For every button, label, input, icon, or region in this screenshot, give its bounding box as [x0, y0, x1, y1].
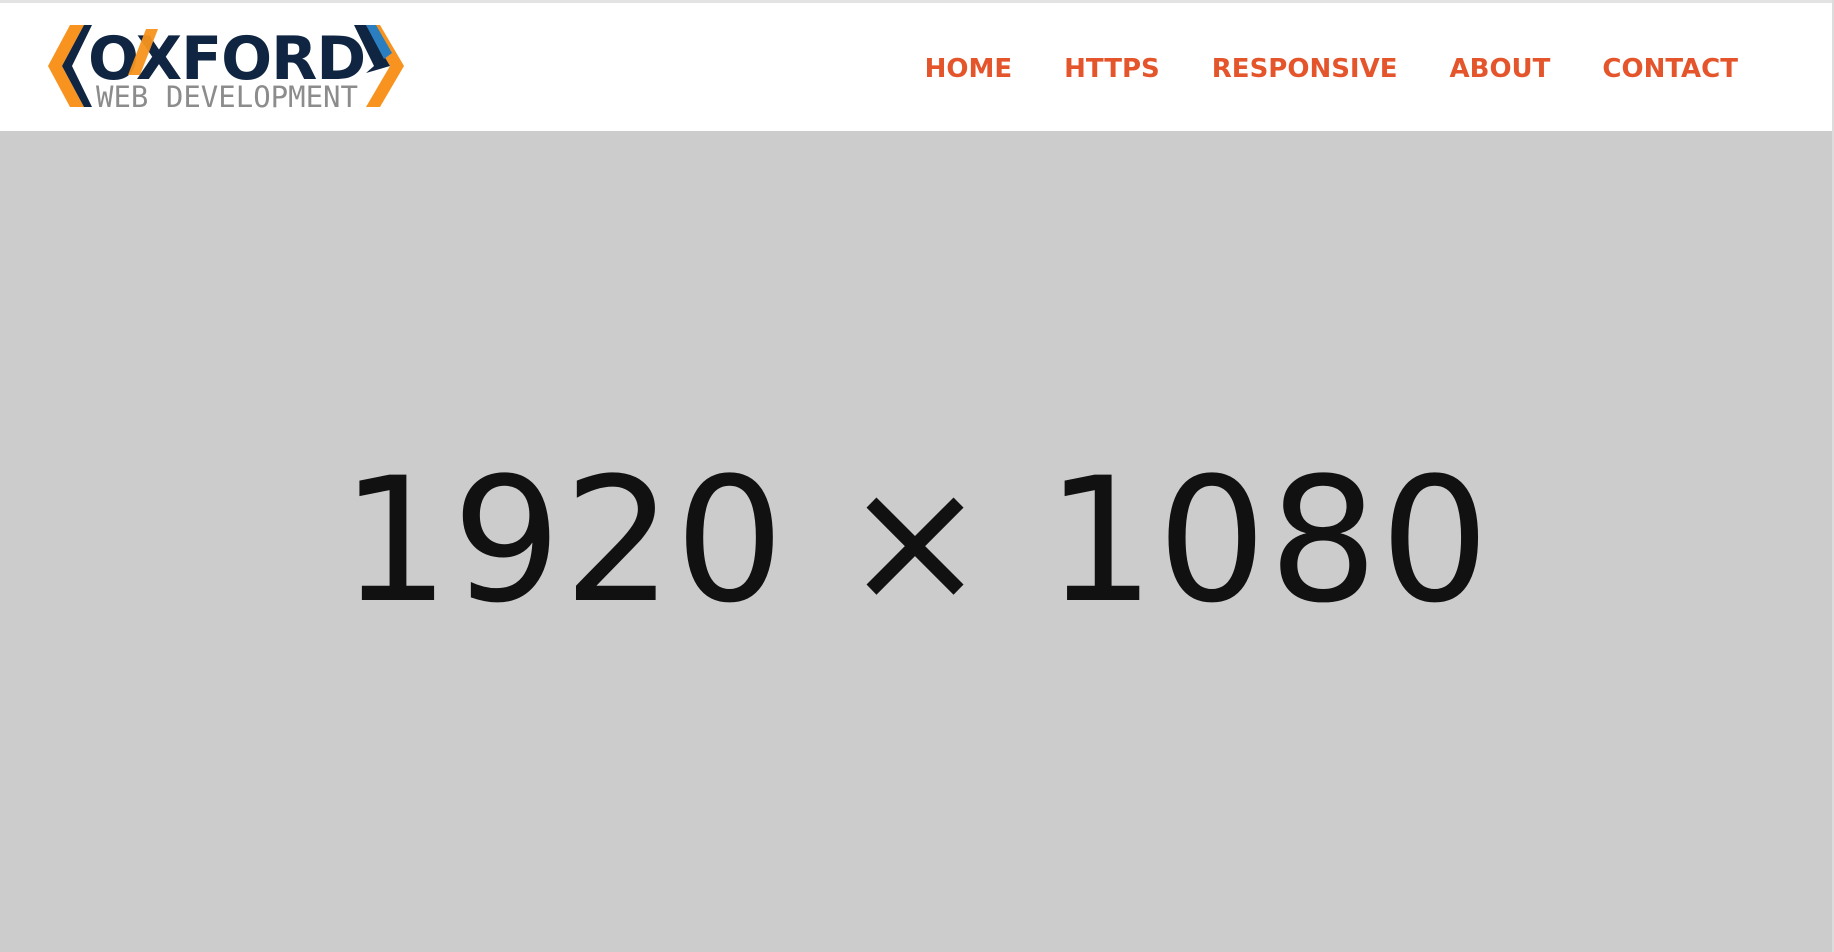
main-nav: HOME HTTPS RESPONSIVE ABOUT CONTACT — [925, 49, 1738, 89]
oxford-logo-icon: OXFORD WEB DEVELOPMENT — [48, 24, 404, 113]
top-border — [0, 0, 1834, 3]
nav-contact-link[interactable]: CONTACT — [1602, 54, 1738, 84]
nav-https-link[interactable]: HTTPS — [1064, 54, 1160, 84]
nav-responsive-link[interactable]: RESPONSIVE — [1211, 54, 1398, 84]
nav-home-link[interactable]: HOME — [924, 54, 1013, 84]
hero-dimensions-text: 1920 × 1080 — [340, 440, 1492, 641]
logo-subtitle: WEB DEVELOPMENT — [96, 80, 358, 113]
nav-about-link[interactable]: ABOUT — [1449, 54, 1551, 84]
site-logo[interactable]: OXFORD WEB DEVELOPMENT — [48, 23, 418, 113]
right-border — [1832, 0, 1834, 952]
site-header: OXFORD WEB DEVELOPMENT HOME HTTPS RESPON… — [0, 3, 1832, 131]
hero-placeholder-image: 1920 × 1080 — [0, 131, 1832, 952]
